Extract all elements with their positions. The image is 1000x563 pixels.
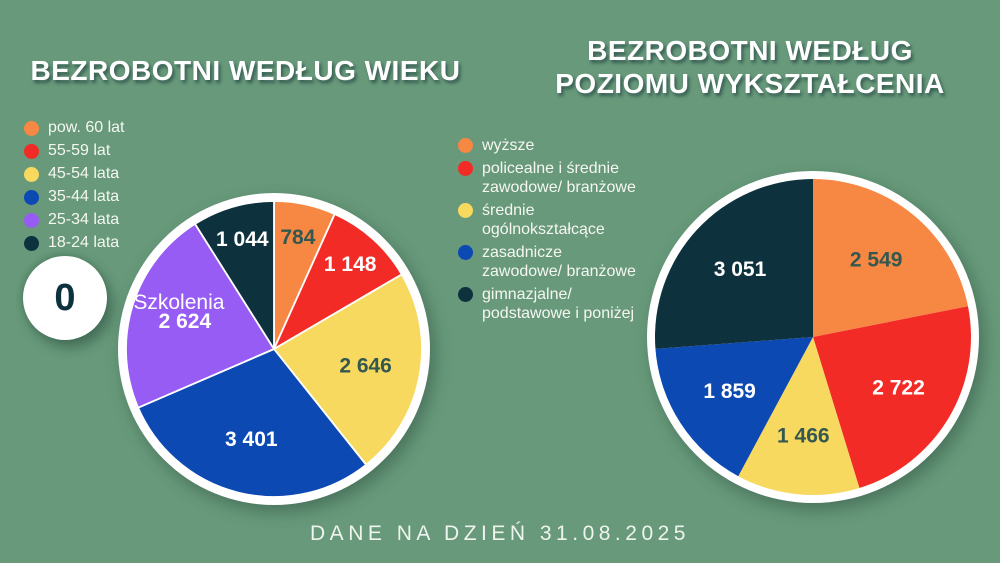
legend-item: 25-34 lata <box>24 211 125 228</box>
legend-item: średnie ogólnokształcące <box>458 201 668 239</box>
education-chart-title: BEZROBOTNI WEDŁUG POZIOMU WYKSZTAŁCENIA <box>535 34 965 100</box>
data-date-caption: DANE NA DZIEŃ 31.08.2025 <box>310 522 690 545</box>
legend-item: pow. 60 lat <box>24 119 125 136</box>
slice-value-label: 1 859 <box>703 380 756 403</box>
legend-color-dot <box>458 161 473 176</box>
legend-label: 45-54 lata <box>48 165 120 182</box>
education-legend: wyższe policealne i średnie zawodowe/ bran… <box>458 136 668 327</box>
slice-value-label: 3 051 <box>714 258 767 281</box>
pie-slice <box>813 306 971 489</box>
slice-value-label: 2 722 <box>872 377 925 400</box>
legend-label: policealne i średnie zawodowe/ branżowe <box>482 160 636 196</box>
legend-color-dot <box>24 121 39 136</box>
legend-color-dot <box>458 287 473 302</box>
legend-item: gimnazjalne/podstawowe i poniżej <box>458 285 668 323</box>
legend-label: 35-44 lata <box>48 188 120 205</box>
legend-label: pow. 60 lat <box>48 119 125 136</box>
education-pie-chart: 2 549 2 722 1 466 1 859 3 051 <box>647 171 979 503</box>
pie-slice <box>125 222 275 409</box>
legend-item: 55-59 lat <box>24 142 125 159</box>
age-chart-title: BEZROBOTNI WEDŁUG WIEKU <box>30 55 461 86</box>
pie-slice <box>813 179 968 337</box>
legend-label: gimnazjalne/podstawowe i poniżej <box>482 286 635 322</box>
pie-slice <box>273 213 403 350</box>
legend-item: 45-54 lata <box>24 165 125 182</box>
pie-slice <box>655 179 813 349</box>
slice-value-label: 1 044 <box>216 228 269 251</box>
pie-slice <box>137 348 368 498</box>
age-legend: pow. 60 lat 55-59 lat 45-54 lata 35-44 lata… <box>24 119 125 257</box>
legend-color-dot <box>24 167 39 182</box>
legend-color-dot <box>24 213 39 228</box>
legend-item: zasadnicze zawodowe/ branżowe <box>458 243 668 281</box>
legend-item: policealne i średnie zawodowe/ branżowe <box>458 159 668 197</box>
legend-color-dot <box>24 236 39 251</box>
legend-label: średnie ogólnokształcące <box>482 202 605 238</box>
slice-value-label: 1 466 <box>777 425 830 448</box>
legend-item: 18-24 lata <box>24 234 125 251</box>
legend-color-dot <box>458 138 473 153</box>
legend-color-dot <box>24 190 39 205</box>
legend-color-dot <box>458 203 473 218</box>
trainings-zero-badge: 0 <box>23 256 107 340</box>
slice-value-label: 2 549 <box>850 249 903 272</box>
legend-label: 25-34 lata <box>48 211 120 228</box>
slice-value-label: 2 646 <box>339 355 392 378</box>
legend-label: 18-24 lata <box>48 234 120 251</box>
legend-item: 35-44 lata <box>24 188 125 205</box>
pie-slice <box>194 200 275 350</box>
legend-label: wyższe <box>482 137 535 154</box>
education-chart-title-line2: POZIOMU WYKSZTAŁCENIA <box>555 68 945 99</box>
slice-value-label: 2 624 <box>159 310 212 333</box>
legend-item: wyższe <box>458 136 668 155</box>
legend-color-dot <box>24 144 39 159</box>
legend-label: zasadnicze zawodowe/ branżowe <box>482 244 636 280</box>
legend-label: 55-59 lat <box>48 142 111 159</box>
education-chart-title-line1: BEZROBOTNI WEDŁUG <box>587 35 913 66</box>
slice-value-label: 3 401 <box>225 428 278 451</box>
slice-value-label: 1 148 <box>324 253 377 276</box>
slice-value-label: 784 <box>280 226 315 249</box>
pie-slice <box>655 337 813 477</box>
legend-color-dot <box>458 245 473 260</box>
pie-slice <box>738 337 860 495</box>
pie-slice <box>273 273 423 466</box>
slice-annotation-label: Szkolenia <box>133 291 224 314</box>
